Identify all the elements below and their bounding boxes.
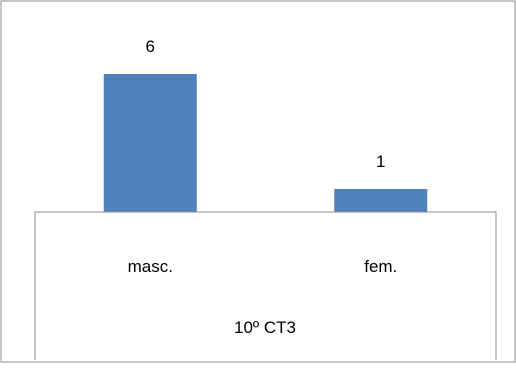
data-label-1: 1 xyxy=(376,152,385,171)
category-label-0: masc. xyxy=(128,257,173,276)
category-axis-box xyxy=(34,211,497,360)
bar-1 xyxy=(334,189,428,212)
labels-layer: 6 masc. 1 fem. xyxy=(128,37,398,276)
group-label: 10º CT3 xyxy=(234,318,296,337)
bars-layer xyxy=(103,74,428,212)
bar-0 xyxy=(103,74,197,212)
data-label-0: 6 xyxy=(146,37,155,56)
category-label-1: fem. xyxy=(364,257,397,276)
